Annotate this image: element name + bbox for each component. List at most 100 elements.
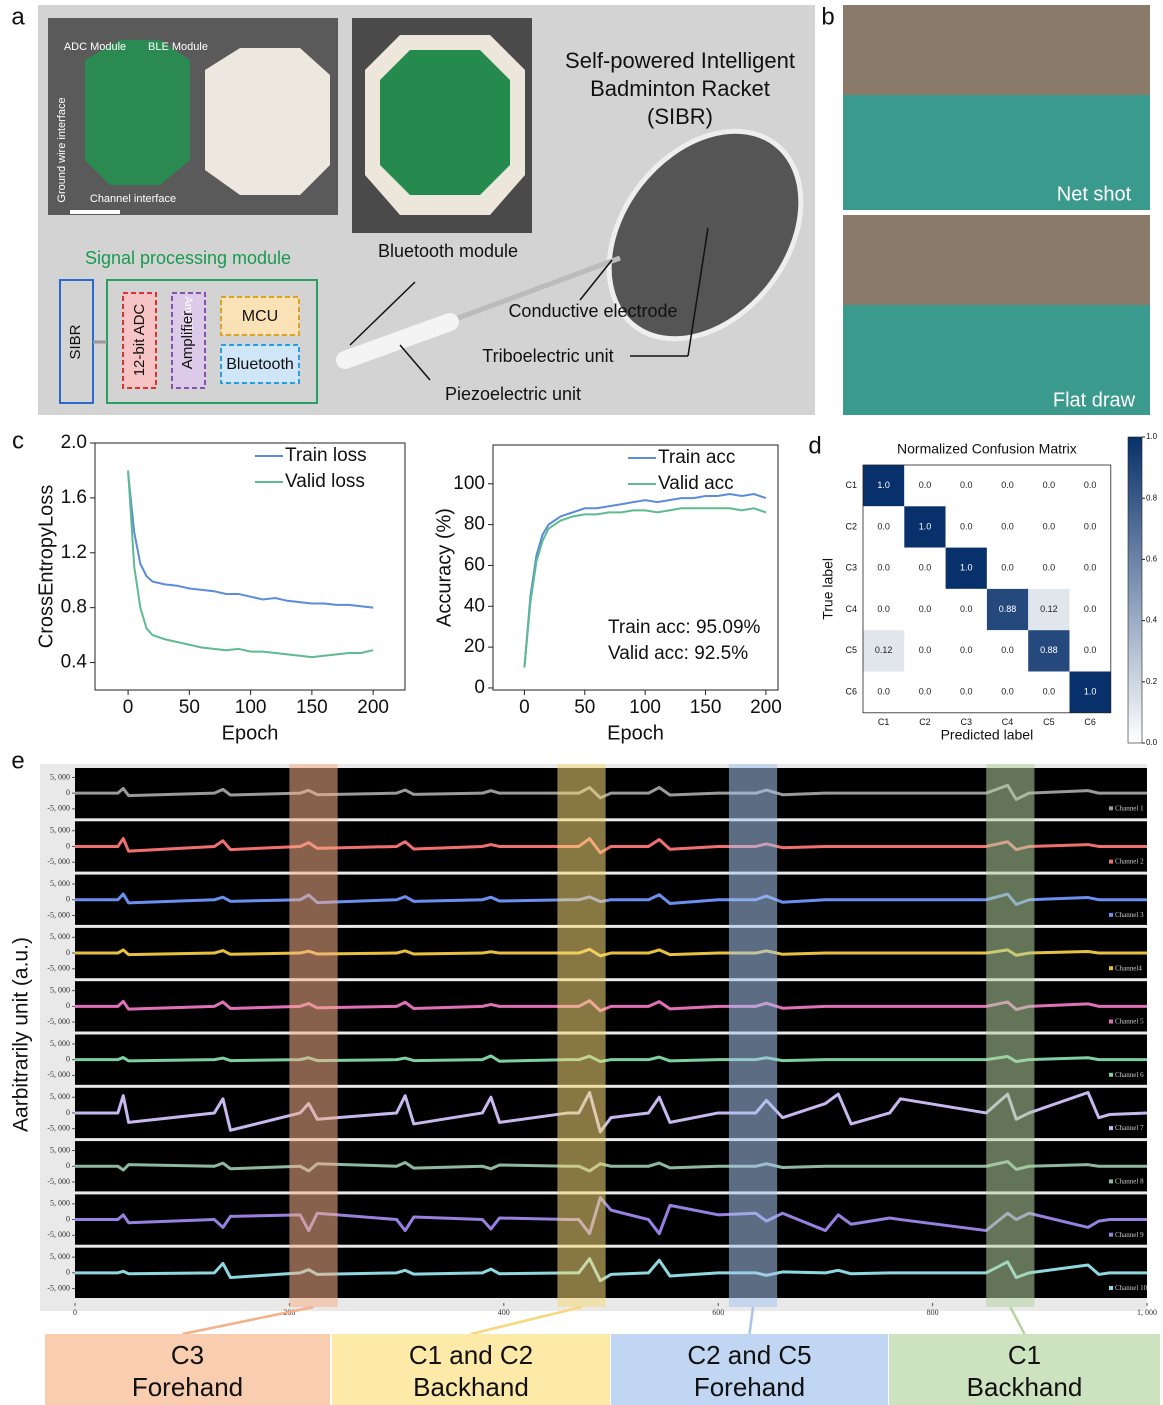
cell-label: 1.0 xyxy=(960,563,973,573)
legend-label: Channel4 xyxy=(1115,964,1142,972)
y-tick-label: 5, 000 xyxy=(50,985,70,994)
legend-swatch xyxy=(1109,1020,1113,1024)
legend-swatch xyxy=(1109,966,1113,970)
photo-wall xyxy=(843,215,1150,305)
y-tick-label: -5, 000 xyxy=(47,1283,70,1292)
y-tick-label: 0 xyxy=(66,841,70,850)
y-tick-label: 0 xyxy=(66,895,70,904)
y-tick-label: -5, 000 xyxy=(47,964,70,973)
y-tick-label: 1.6 xyxy=(61,487,87,508)
racket-label: Triboelectric unit xyxy=(482,346,613,366)
colorbar xyxy=(1128,437,1142,743)
legend-swatch xyxy=(1109,1073,1113,1077)
y-tick-label: 5, 000 xyxy=(50,1199,70,1208)
legend-label: Channel 7 xyxy=(1115,1124,1144,1132)
legend-label: Channel 9 xyxy=(1115,1231,1144,1239)
colorbar-tick-label: 0.2 xyxy=(1146,677,1158,686)
label: Bluetooth module xyxy=(378,241,518,261)
class-label: C1 and C2 xyxy=(409,1340,533,1370)
cell-label: 0.0 xyxy=(1043,521,1056,531)
photo-label: Net shot xyxy=(1057,183,1132,205)
class-label: Forehand xyxy=(132,1372,243,1402)
cell-label: 0.0 xyxy=(1001,563,1014,573)
cell-label: 1.0 xyxy=(877,480,890,490)
legend-swatch xyxy=(1109,913,1113,917)
colorbar-tick-label: 0.6 xyxy=(1146,555,1158,564)
cell-label: 0.0 xyxy=(1043,480,1056,490)
legend-swatch xyxy=(1109,806,1113,810)
x-tick-label: 400 xyxy=(498,1308,510,1317)
annotation: Train acc: 95.09% xyxy=(608,617,761,638)
title: Badminton Racket xyxy=(590,76,770,101)
y-tick-label: -5, 000 xyxy=(47,1070,70,1079)
y-tick-label: 0 xyxy=(474,677,485,698)
cell-label: 0.88 xyxy=(1040,645,1058,655)
y-tick-label: 5, 000 xyxy=(50,1092,70,1101)
y-tick-label: 0 xyxy=(66,1001,70,1010)
y-tick-label: 0 xyxy=(66,1268,70,1277)
y-axis-label: CrossEntropyLoss xyxy=(35,485,57,648)
racket-label: Conductive electrode xyxy=(508,301,677,321)
colorbar-tick-label: 0.0 xyxy=(1146,738,1158,747)
highlight-band xyxy=(986,764,1034,1307)
x-tick-label: 1, 000 xyxy=(1137,1308,1157,1317)
x-tick-label: C4 xyxy=(1002,717,1014,727)
cell-label: 0.0 xyxy=(877,604,890,614)
title: Self-powered Intelligent xyxy=(565,48,795,73)
y-tick-label: 0.4 xyxy=(61,652,88,673)
x-tick-label: 50 xyxy=(574,697,595,718)
cell-label: 0.0 xyxy=(919,645,932,655)
x-tick-label: 200 xyxy=(750,697,782,718)
y-tick-label: C1 xyxy=(845,480,857,490)
panel-label: b xyxy=(821,3,834,30)
cell-label: 0.0 xyxy=(877,563,890,573)
diagram-label: SIBR xyxy=(67,324,84,359)
cell-label: 0.12 xyxy=(875,645,893,655)
legend-label: Train loss xyxy=(285,445,367,466)
legend-label: Channel 8 xyxy=(1115,1178,1144,1186)
cell-label: 0.0 xyxy=(877,687,890,697)
y-tick-label: 5, 000 xyxy=(50,772,70,781)
x-tick-label: C1 xyxy=(878,717,890,727)
class-label: C3 xyxy=(171,1340,204,1370)
panel-label: a xyxy=(11,3,25,30)
photo-label: Flat draw xyxy=(1053,389,1136,411)
x-tick-label: 150 xyxy=(296,697,328,718)
class-label: C1 xyxy=(1008,1340,1041,1370)
x-tick-label: 600 xyxy=(712,1308,724,1317)
cell-label: 0.0 xyxy=(1084,480,1097,490)
x-tick-label: 150 xyxy=(690,697,722,718)
diagram-label: 12-bit ADC xyxy=(131,304,148,377)
x-tick-label: C5 xyxy=(1043,717,1055,727)
y-tick-label: 5, 000 xyxy=(50,1145,70,1154)
cell-label: 0.0 xyxy=(1043,563,1056,573)
cell-label: 1.0 xyxy=(1084,687,1097,697)
cell-label: 0.0 xyxy=(1084,521,1097,531)
y-tick-label: -5, 000 xyxy=(47,857,70,866)
label: Signal processing module xyxy=(85,248,291,268)
y-tick-label: -5, 000 xyxy=(47,1177,70,1186)
panel-label: c xyxy=(12,427,24,454)
connector xyxy=(750,1307,754,1334)
legend-label: Valid loss xyxy=(285,471,365,492)
y-tick-label: C3 xyxy=(845,563,857,573)
cell-label: 0.0 xyxy=(1001,480,1014,490)
cell-label: 0.0 xyxy=(877,521,890,531)
y-tick-label: 0 xyxy=(66,948,70,957)
heatmap-title: Normalized Confusion Matrix xyxy=(897,441,1077,457)
cell-label: 0.0 xyxy=(960,480,973,490)
y-tick-label: 0 xyxy=(66,1161,70,1170)
legend-label: Channel 6 xyxy=(1115,1071,1144,1079)
y-tick-label: 2.0 xyxy=(61,432,87,453)
class-label: Backhand xyxy=(967,1372,1083,1402)
diagram-label: Amplifier xyxy=(179,311,196,369)
y-tick-label: 0.8 xyxy=(61,597,87,618)
figure: abcdeADC ModuleBLE ModuleGround wire int… xyxy=(0,0,1163,1405)
pcb-board xyxy=(85,40,190,185)
y-tick-label: 5, 000 xyxy=(50,1252,70,1261)
legend-label: Channel 5 xyxy=(1115,1018,1144,1026)
annotation: Valid acc: 92.5% xyxy=(608,643,748,664)
x-tick-label: 100 xyxy=(629,697,661,718)
x-axis-label: Predicted label xyxy=(941,727,1034,743)
x-tick-label: C3 xyxy=(960,717,972,727)
